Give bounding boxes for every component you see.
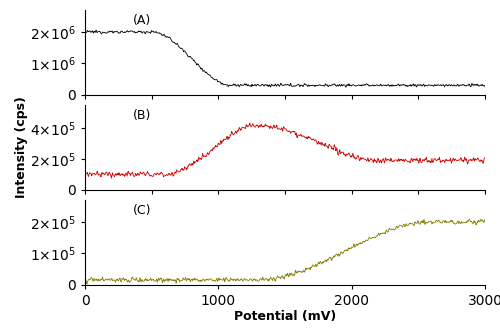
X-axis label: Potential (mV): Potential (mV)	[234, 310, 336, 323]
Text: (C): (C)	[133, 204, 152, 217]
Text: (A): (A)	[133, 14, 151, 27]
Y-axis label: Intensity (cps): Intensity (cps)	[14, 96, 28, 198]
Text: (B): (B)	[133, 109, 152, 122]
